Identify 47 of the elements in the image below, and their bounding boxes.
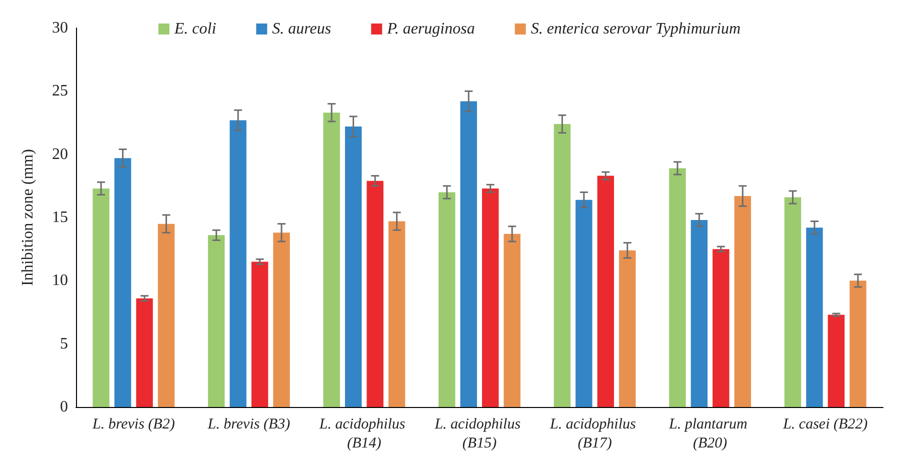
bar xyxy=(388,221,406,407)
bar xyxy=(850,280,866,407)
legend-label: S. enterica serovar Typhimurium xyxy=(530,20,741,38)
bar xyxy=(669,168,686,407)
legend-label: S. aureus xyxy=(272,20,332,38)
bar xyxy=(158,224,175,407)
bar xyxy=(344,126,362,407)
bar xyxy=(136,298,153,407)
x-tick-label: L. brevis (B2) xyxy=(91,416,175,432)
x-tick-label: L. casei (B22) xyxy=(782,416,868,432)
y-tick-label: 0 xyxy=(60,398,68,416)
x-tick-label: L. plantarum (B20) xyxy=(668,416,752,452)
y-tick-label: 25 xyxy=(52,82,68,100)
y-tick-label: 20 xyxy=(52,146,68,163)
x-tick-label: L. acidophilus (B15) xyxy=(434,416,524,452)
bar xyxy=(690,220,708,407)
y-tick-label: 15 xyxy=(52,209,68,226)
bar xyxy=(323,112,340,407)
bar xyxy=(576,200,592,407)
y-tick-label: 5 xyxy=(60,335,68,352)
bar xyxy=(806,228,823,407)
x-tick-label: L. acidophilus (B17) xyxy=(548,416,640,452)
bar xyxy=(273,232,290,407)
legend-label: E. coli xyxy=(173,20,216,38)
bar xyxy=(784,197,802,407)
bar xyxy=(114,158,132,407)
bar xyxy=(504,234,520,407)
y-tick-label: 30 xyxy=(52,20,68,36)
x-tick-label: L. brevis (B3) xyxy=(206,416,290,432)
x-tick-label: L. acidophilus (B14) xyxy=(318,416,410,452)
legend-label: P. aeruginosa xyxy=(386,20,475,38)
bar xyxy=(482,188,499,407)
bar xyxy=(366,180,384,407)
bar xyxy=(554,124,571,407)
bar xyxy=(712,249,730,407)
bar xyxy=(619,250,636,407)
y-axis-title: Inhibition zone (mm) xyxy=(20,149,36,286)
y-tick-label: 10 xyxy=(52,272,68,290)
bar xyxy=(460,101,477,407)
bar xyxy=(208,235,225,407)
bar xyxy=(92,188,110,407)
bar xyxy=(230,120,246,407)
bar xyxy=(597,176,614,407)
bar xyxy=(438,192,456,407)
bar xyxy=(734,196,752,407)
bar xyxy=(251,262,268,407)
bar xyxy=(828,314,845,407)
